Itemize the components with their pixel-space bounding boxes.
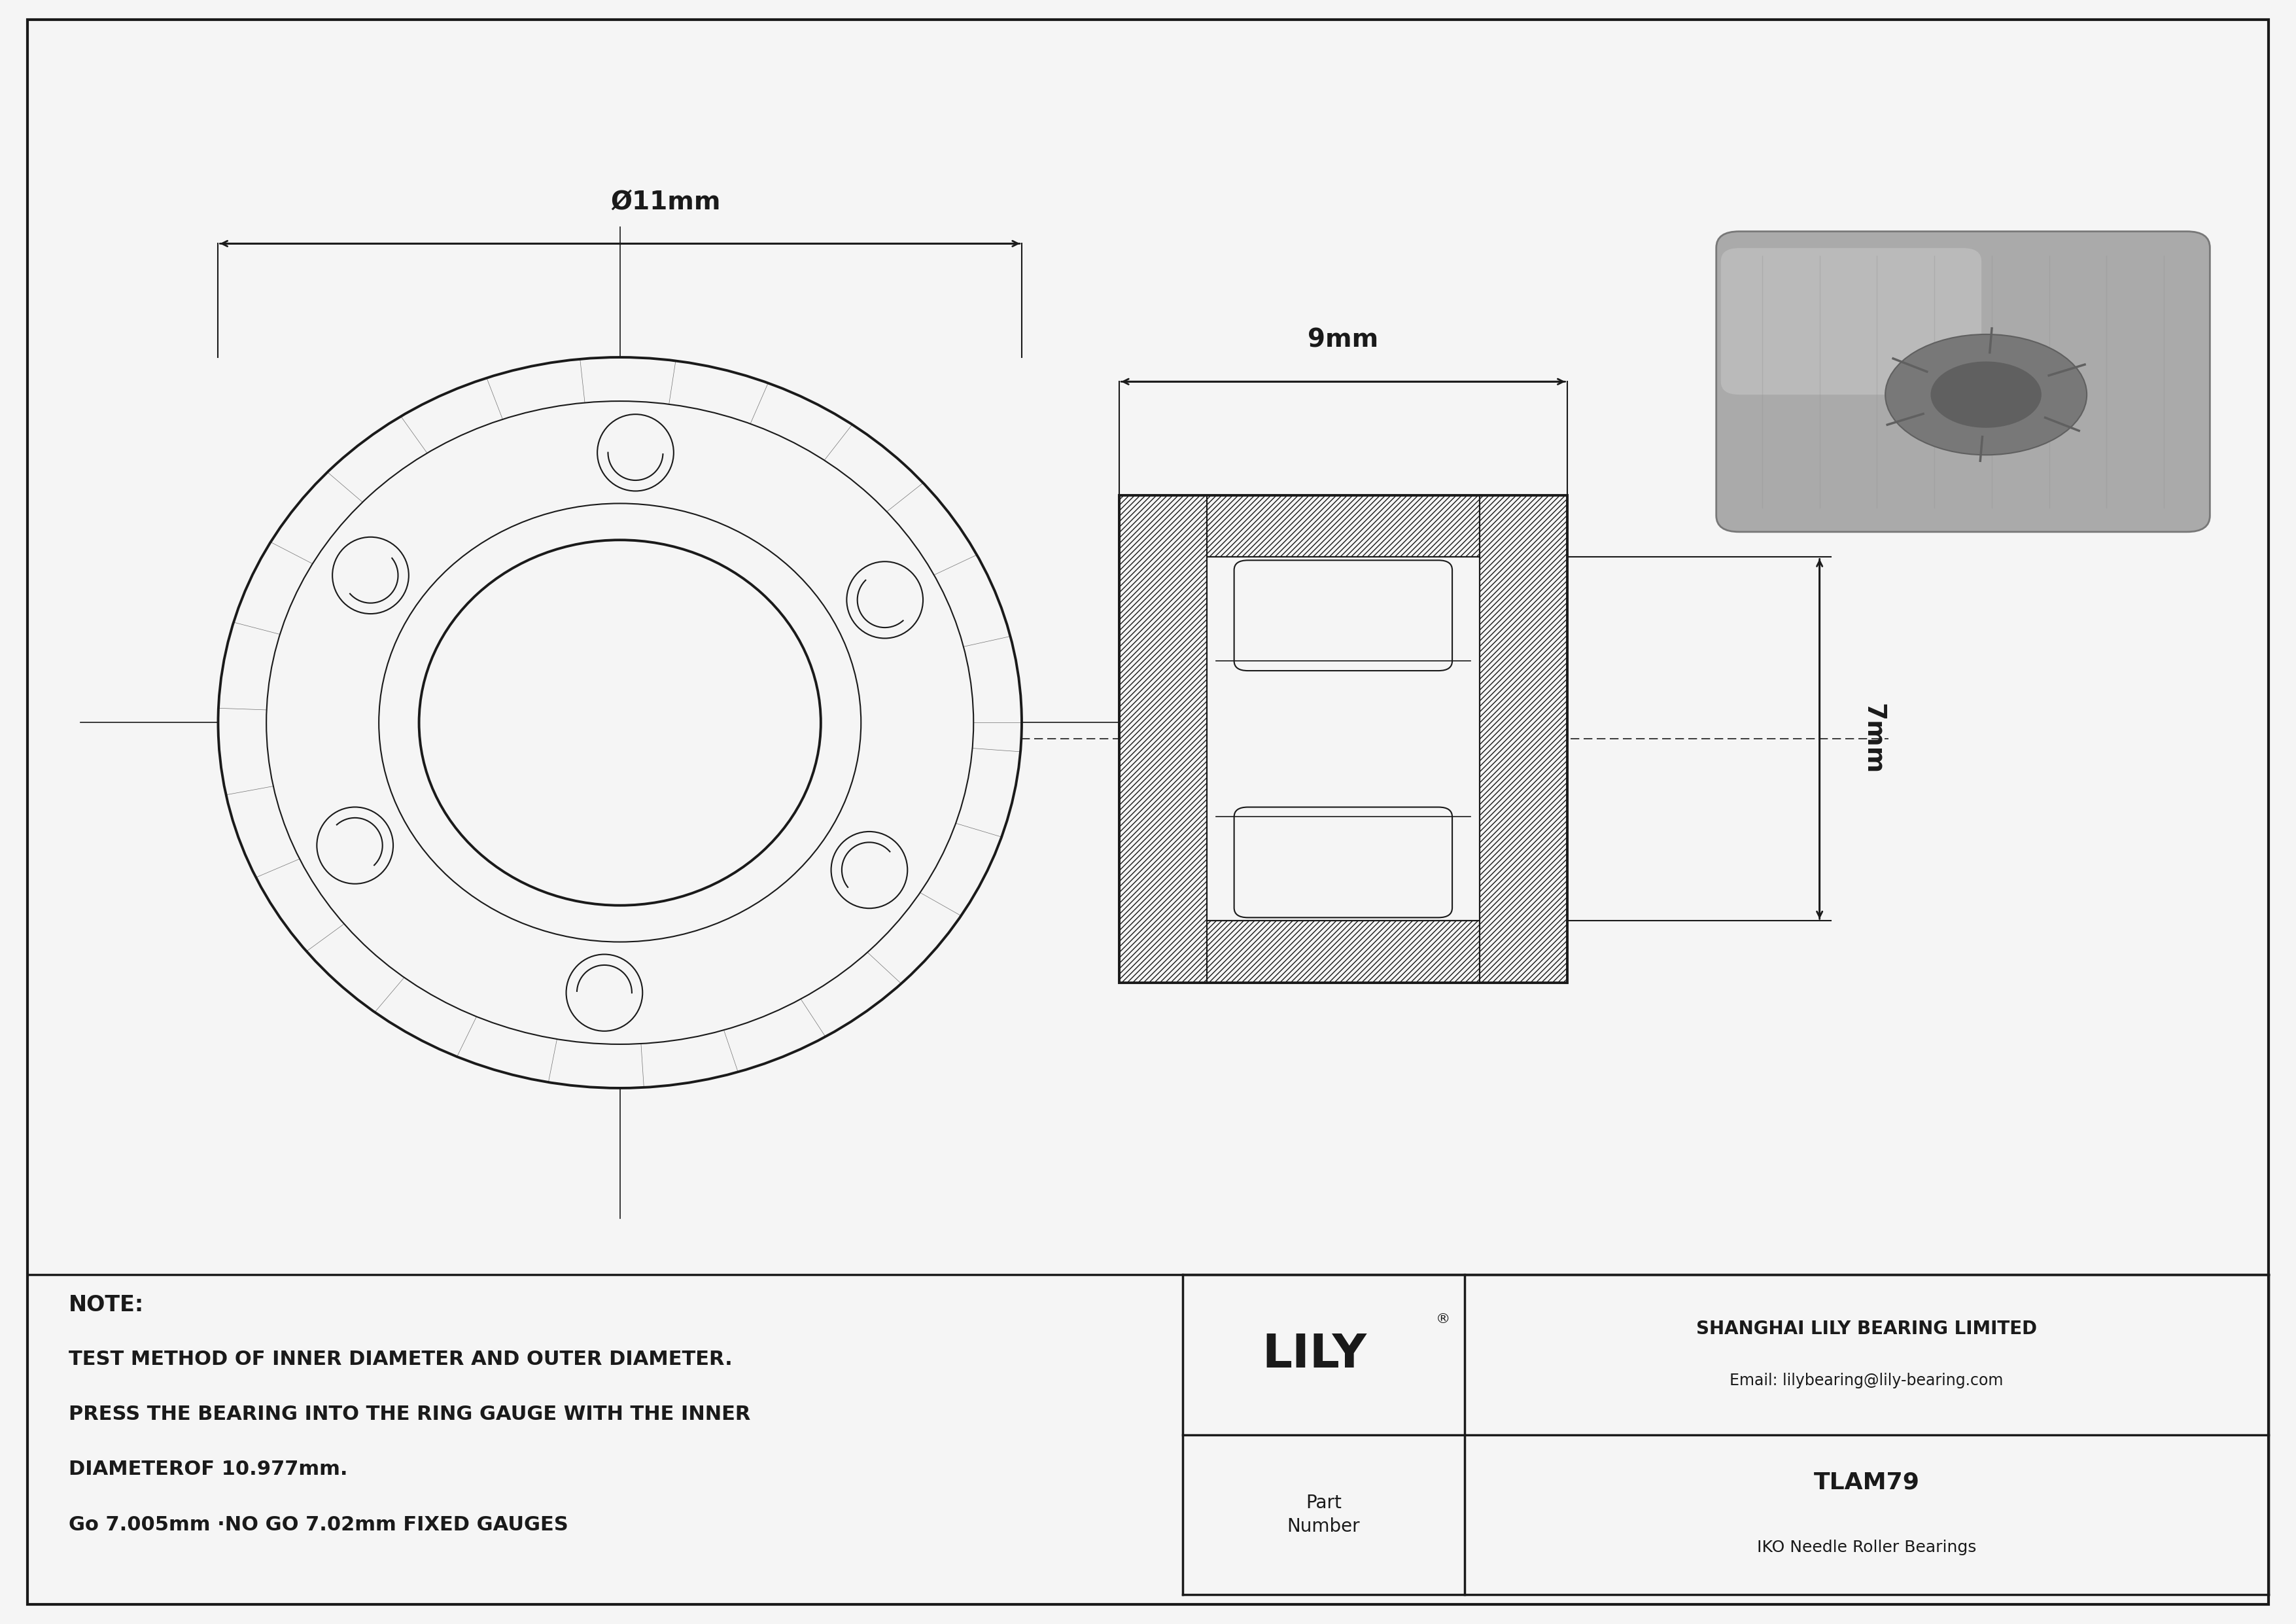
Text: TLAM79: TLAM79 bbox=[1814, 1471, 1919, 1494]
Text: NOTE:: NOTE: bbox=[69, 1294, 145, 1315]
FancyBboxPatch shape bbox=[1722, 248, 1981, 395]
Text: TEST METHOD OF INNER DIAMETER AND OUTER DIAMETER.: TEST METHOD OF INNER DIAMETER AND OUTER … bbox=[69, 1350, 732, 1369]
Text: Email: lilybearing@lily-bearing.com: Email: lilybearing@lily-bearing.com bbox=[1729, 1372, 2004, 1389]
Ellipse shape bbox=[597, 414, 673, 490]
Ellipse shape bbox=[847, 562, 923, 638]
Text: ®: ® bbox=[1435, 1312, 1451, 1325]
Polygon shape bbox=[1479, 495, 1566, 983]
Ellipse shape bbox=[218, 357, 1022, 1088]
Text: Ø11mm: Ø11mm bbox=[611, 190, 721, 214]
Ellipse shape bbox=[567, 955, 643, 1031]
Ellipse shape bbox=[418, 539, 822, 905]
Text: PRESS THE BEARING INTO THE RING GAUGE WITH THE INNER: PRESS THE BEARING INTO THE RING GAUGE WI… bbox=[69, 1405, 751, 1424]
Polygon shape bbox=[1208, 495, 1479, 557]
Text: Go 7.005mm ·NO GO 7.02mm FIXED GAUGES: Go 7.005mm ·NO GO 7.02mm FIXED GAUGES bbox=[69, 1515, 569, 1535]
Text: SHANGHAI LILY BEARING LIMITED: SHANGHAI LILY BEARING LIMITED bbox=[1697, 1320, 2037, 1338]
Text: DIAMETEROF 10.977mm.: DIAMETEROF 10.977mm. bbox=[69, 1460, 349, 1479]
Ellipse shape bbox=[333, 538, 409, 614]
Text: Part
Number: Part Number bbox=[1288, 1494, 1359, 1536]
Text: 9mm: 9mm bbox=[1309, 328, 1378, 352]
Polygon shape bbox=[1118, 495, 1208, 983]
Ellipse shape bbox=[831, 831, 907, 908]
FancyBboxPatch shape bbox=[1235, 560, 1451, 671]
FancyBboxPatch shape bbox=[1235, 807, 1451, 918]
Text: LILY: LILY bbox=[1263, 1332, 1366, 1377]
Polygon shape bbox=[1208, 921, 1479, 983]
Text: IKO Needle Roller Bearings: IKO Needle Roller Bearings bbox=[1756, 1540, 1977, 1556]
Text: 7mm: 7mm bbox=[1860, 703, 1885, 775]
Ellipse shape bbox=[379, 503, 861, 942]
FancyBboxPatch shape bbox=[1715, 232, 2209, 533]
Polygon shape bbox=[1208, 557, 1479, 921]
Ellipse shape bbox=[1931, 362, 2041, 427]
Ellipse shape bbox=[1885, 335, 2087, 455]
Ellipse shape bbox=[317, 807, 393, 883]
Ellipse shape bbox=[266, 401, 974, 1044]
